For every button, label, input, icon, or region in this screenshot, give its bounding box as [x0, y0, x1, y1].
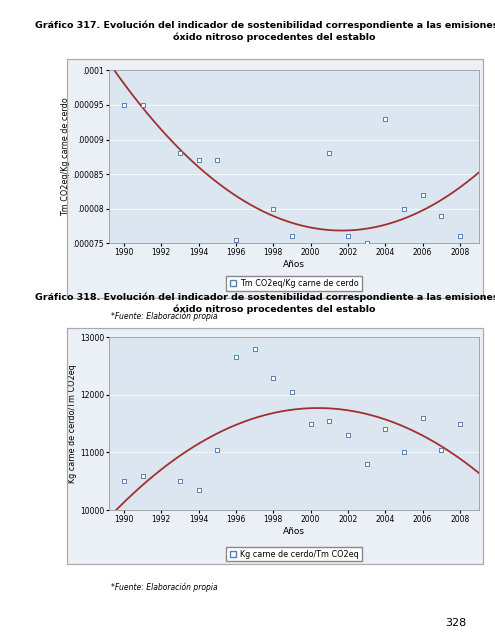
Text: óxido nitroso procedentes del establo: óxido nitroso procedentes del establo	[173, 304, 376, 314]
Point	[176, 148, 184, 159]
Legend: Tm CO2eq/Kg carne de cerdo: Tm CO2eq/Kg carne de cerdo	[226, 276, 362, 291]
Point	[269, 204, 277, 214]
Text: *Fuente: Elaboración propia: *Fuente: Elaboración propia	[111, 312, 217, 321]
Point	[269, 372, 277, 383]
Point	[381, 424, 389, 435]
Legend: Kg carne de cerdo/Tm CO2eq: Kg carne de cerdo/Tm CO2eq	[226, 547, 362, 561]
Point	[325, 415, 333, 426]
Point	[139, 470, 147, 481]
Y-axis label: Kg carne de cerdo/Tm CO2eq: Kg carne de cerdo/Tm CO2eq	[68, 364, 77, 483]
Point	[232, 352, 240, 362]
Text: Gráfico 318. Evolución del indicador de sostenibilidad correspondiente a las emi: Gráfico 318. Evolución del indicador de …	[35, 292, 495, 302]
Point	[250, 344, 258, 354]
Point	[213, 444, 221, 454]
Point	[400, 447, 408, 458]
Point	[381, 114, 389, 124]
Point	[456, 419, 464, 429]
Text: *Fuente: Elaboración propia: *Fuente: Elaboración propia	[111, 582, 217, 591]
Point	[139, 100, 147, 110]
Point	[363, 238, 371, 248]
Point	[288, 387, 296, 397]
Point	[363, 459, 371, 469]
Point	[456, 231, 464, 241]
Point	[438, 211, 446, 221]
Point	[195, 155, 202, 165]
Point	[419, 413, 427, 423]
Point	[120, 100, 128, 110]
Point	[400, 204, 408, 214]
X-axis label: Años: Años	[283, 527, 305, 536]
Point	[306, 307, 314, 317]
Point	[213, 155, 221, 165]
Point	[325, 148, 333, 159]
Point	[157, 508, 165, 518]
X-axis label: Años: Años	[283, 260, 305, 269]
Point	[438, 444, 446, 454]
Point	[344, 231, 352, 241]
Point	[419, 189, 427, 200]
Text: Gráfico 317. Evolución del indicador de sostenibilidad correspondiente a las emi: Gráfico 317. Evolución del indicador de …	[35, 20, 495, 30]
Text: 328: 328	[445, 618, 466, 628]
Text: óxido nitroso procedentes del establo: óxido nitroso procedentes del establo	[173, 32, 376, 42]
Point	[288, 231, 296, 241]
Point	[232, 235, 240, 245]
Point	[176, 476, 184, 486]
Point	[195, 484, 202, 495]
Point	[120, 476, 128, 486]
Point	[250, 259, 258, 269]
Point	[344, 430, 352, 440]
Y-axis label: Tm CO2eq/Kg carne de cerdo: Tm CO2eq/Kg carne de cerdo	[60, 97, 70, 216]
Point	[157, 62, 165, 72]
Point	[306, 419, 314, 429]
